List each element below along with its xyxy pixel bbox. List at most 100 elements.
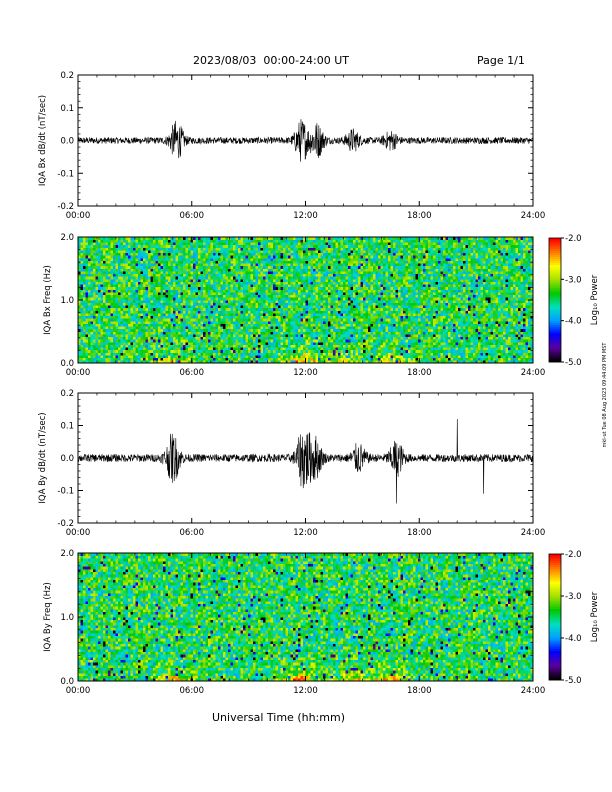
heat-cell xyxy=(238,268,241,272)
heat-cell xyxy=(105,258,109,261)
heat-cell xyxy=(265,352,269,356)
heat-cell xyxy=(173,336,176,340)
heat-cell xyxy=(80,352,84,356)
heat-cell xyxy=(140,300,144,303)
data-trace xyxy=(77,119,534,162)
heat-cell xyxy=(328,242,331,246)
heat-cell xyxy=(160,307,164,311)
heat-cell xyxy=(113,307,116,311)
heat-cell xyxy=(318,237,321,240)
heat-cell xyxy=(128,242,131,246)
heat-cell xyxy=(138,307,141,311)
heat-cell xyxy=(253,265,256,269)
heat-cell xyxy=(140,318,144,322)
heat-cell xyxy=(225,292,229,296)
heat-cell xyxy=(183,247,186,251)
heat-cell xyxy=(138,315,141,319)
heat-cell xyxy=(140,302,144,306)
heat-cell xyxy=(293,307,296,311)
heat-cell xyxy=(80,300,84,303)
heat-cell xyxy=(298,250,301,254)
heat-cell xyxy=(228,321,231,324)
heat-cell xyxy=(313,271,316,275)
heat-cell xyxy=(215,252,219,256)
heat-cell xyxy=(190,307,194,311)
heat-cell xyxy=(210,352,214,356)
heat-cell xyxy=(295,284,299,288)
heat-cell xyxy=(138,344,141,348)
heat-cell xyxy=(100,334,104,338)
heat-cell xyxy=(83,344,86,348)
heat-cell xyxy=(268,279,271,282)
heat-cell xyxy=(253,292,256,296)
heat-cell xyxy=(160,305,164,309)
heat-cell xyxy=(263,284,266,288)
heat-cell xyxy=(248,315,251,319)
heat-cell xyxy=(250,331,254,335)
heat-cell xyxy=(193,292,196,296)
heat-cell xyxy=(210,237,214,240)
heat-cell xyxy=(125,336,129,340)
heat-cell xyxy=(258,344,261,348)
heat-cell xyxy=(213,294,216,298)
heat-cell xyxy=(110,313,114,317)
heat-cell xyxy=(183,326,186,330)
heat-cell xyxy=(190,352,194,356)
heat-cell xyxy=(240,352,244,356)
heat-cell xyxy=(165,313,169,317)
heat-cell xyxy=(225,305,229,309)
heat-cell xyxy=(155,349,159,353)
heat-cell xyxy=(198,307,201,311)
heat-cell xyxy=(140,347,144,351)
heat-cell xyxy=(143,289,146,293)
heat-cell xyxy=(295,326,299,330)
heat-cell xyxy=(98,315,101,319)
heat-cell xyxy=(78,331,81,335)
heat-cell xyxy=(325,279,329,282)
heat-cell xyxy=(223,255,226,259)
heat-cell xyxy=(155,252,159,256)
heat-cell xyxy=(118,242,121,246)
heat-cell xyxy=(248,294,251,298)
heat-cell xyxy=(325,344,329,348)
heat-cell xyxy=(330,294,334,298)
heat-cell xyxy=(223,258,226,261)
heat-cell xyxy=(118,357,121,361)
heat-cell xyxy=(270,237,274,240)
heat-cell xyxy=(288,255,291,259)
heat-cell xyxy=(80,342,84,345)
heat-cell xyxy=(285,244,289,248)
heat-cell xyxy=(280,289,284,293)
heat-cell xyxy=(285,318,289,322)
heat-cell xyxy=(323,279,326,282)
heat-cell xyxy=(173,300,176,303)
heat-cell xyxy=(250,360,254,364)
heat-cell xyxy=(233,276,236,280)
heat-cell xyxy=(145,276,149,280)
heat-cell xyxy=(90,300,94,303)
heat-cell xyxy=(275,344,279,348)
heat-cell xyxy=(183,352,186,356)
y-axis-label: IQA Bx dB/dt (nT/sec) xyxy=(38,95,48,186)
heat-cell xyxy=(143,237,146,240)
heat-cell xyxy=(200,255,204,259)
heat-cell xyxy=(145,273,149,277)
heat-cell xyxy=(105,255,109,259)
heat-cell xyxy=(235,342,239,345)
heat-cell xyxy=(190,310,194,314)
heat-cell xyxy=(155,258,159,261)
heat-cell xyxy=(170,273,174,277)
heat-cell xyxy=(128,302,131,306)
heat-cell xyxy=(315,260,319,264)
heat-cell xyxy=(103,334,106,338)
heat-cell xyxy=(135,255,139,259)
heat-cell xyxy=(128,310,131,314)
heat-cell xyxy=(200,313,204,317)
heat-cell xyxy=(188,318,191,322)
heat-cell xyxy=(305,313,309,317)
heat-cell xyxy=(260,357,264,361)
heat-cell xyxy=(125,250,129,254)
heat-cell xyxy=(93,357,96,361)
heat-cell xyxy=(238,300,241,303)
heat-cell xyxy=(98,255,101,259)
